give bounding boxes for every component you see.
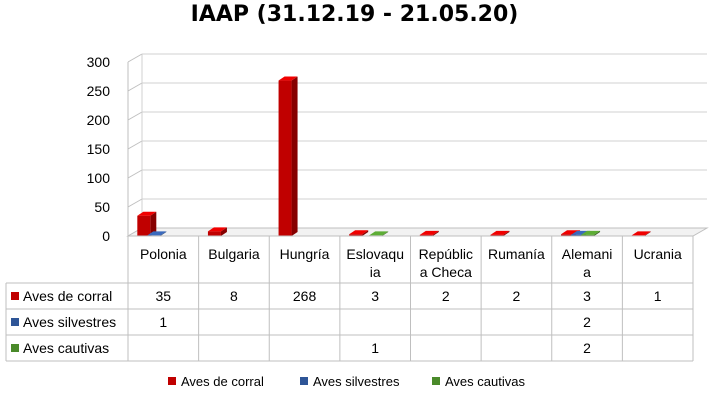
bar-top <box>490 230 510 235</box>
legend-label: Aves silvestres <box>313 374 400 389</box>
y-tick-label: 100 <box>87 170 111 186</box>
bar-top <box>137 211 157 216</box>
data-label: 2 <box>442 288 450 304</box>
category-label: a <box>583 264 591 280</box>
data-label: 3 <box>371 288 379 304</box>
category-label: Hungría <box>280 246 330 262</box>
bar-top <box>349 230 369 235</box>
bar <box>581 234 595 236</box>
gridline-depth <box>127 111 143 121</box>
bar-top <box>147 231 167 236</box>
legend-label: Aves cautivas <box>445 374 525 389</box>
bar-side <box>594 230 601 236</box>
bar <box>490 234 504 236</box>
data-label: 268 <box>293 288 317 304</box>
gridline-depth <box>127 169 143 179</box>
category-label: Eslovaqu <box>346 246 404 262</box>
bar <box>419 234 433 236</box>
gridline-depth <box>127 140 143 150</box>
gridline-depth <box>127 53 143 63</box>
data-label: 1 <box>159 314 167 330</box>
bar-side <box>220 227 227 236</box>
table-legend-key <box>11 318 19 326</box>
category-label: Alemani <box>562 246 613 262</box>
bar-top <box>419 230 439 235</box>
category-label: Repúblic <box>419 246 473 262</box>
category-label: Ucrania <box>634 246 682 262</box>
chart-title: IAAP (31.12.19 - 21.05.20) <box>190 2 519 27</box>
legend-label: Aves de corral <box>181 374 264 389</box>
category-label: Polonia <box>140 246 187 262</box>
data-label: 1 <box>654 288 662 304</box>
data-label: 1 <box>371 340 379 356</box>
bar <box>278 80 292 236</box>
bar-top <box>207 227 227 232</box>
gridline-depth <box>127 198 143 208</box>
data-label: 2 <box>583 340 591 356</box>
data-label: 3 <box>583 288 591 304</box>
y-tick-label: 0 <box>102 228 110 244</box>
gridline-depth <box>127 82 143 92</box>
legend-key <box>168 377 176 385</box>
y-tick-label: 200 <box>87 112 111 128</box>
category-label: Bulgaria <box>208 246 260 262</box>
y-tick-label: 150 <box>87 141 111 157</box>
bar-top <box>278 76 298 81</box>
bar <box>349 234 363 236</box>
table-row-label: Aves silvestres <box>23 314 116 330</box>
bar <box>561 234 575 236</box>
bar-side <box>503 230 510 236</box>
bar-side <box>160 231 167 236</box>
bar <box>137 215 151 236</box>
y-tick-label: 50 <box>94 199 110 215</box>
bar-top <box>631 231 651 236</box>
bar-top <box>369 231 389 236</box>
data-label: 8 <box>230 288 238 304</box>
table-row-label: Aves cautivas <box>23 340 109 356</box>
data-label: 35 <box>156 288 172 304</box>
bar-side <box>362 230 369 236</box>
y-tick-label: 250 <box>87 83 111 99</box>
table-legend-key <box>11 292 19 300</box>
bar-side <box>291 76 298 236</box>
bar-side <box>644 231 651 236</box>
bar-side <box>150 211 157 236</box>
bar <box>207 231 221 236</box>
bar-top <box>581 230 601 235</box>
legend-key <box>432 377 440 385</box>
table-legend-key <box>11 344 19 352</box>
category-label: Rumanía <box>488 246 545 262</box>
bar <box>571 234 585 236</box>
legend-key <box>300 377 308 385</box>
bar-side <box>382 231 389 236</box>
bar-side <box>432 230 439 236</box>
data-label: 2 <box>583 314 591 330</box>
category-label: a Checa <box>420 264 472 280</box>
category-label: ia <box>370 264 381 280</box>
data-label: 2 <box>513 288 521 304</box>
table-row-label: Aves de corral <box>23 288 112 304</box>
y-tick-label: 300 <box>87 54 111 70</box>
